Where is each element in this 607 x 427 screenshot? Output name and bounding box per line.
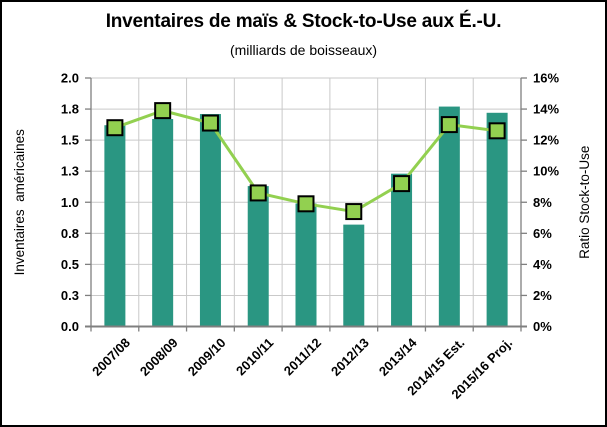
marker-2007/08 xyxy=(106,119,124,137)
bar-2013/14 xyxy=(391,173,413,327)
marker-2011/12 xyxy=(297,195,315,213)
bar-2009/10 xyxy=(199,114,221,327)
marker-2013/14 xyxy=(393,175,411,193)
right-tick-label-10%: 10% xyxy=(533,164,559,179)
x-label-2012/13: 2012/13 xyxy=(328,335,372,379)
bar-2011/12 xyxy=(295,203,317,327)
right-tick-label-0%: 0% xyxy=(533,319,552,334)
x-label-2009/10: 2009/10 xyxy=(185,335,229,379)
marker-2012/13 xyxy=(345,203,363,221)
bar-2010/11 xyxy=(247,186,269,327)
x-label-2010/11: 2010/11 xyxy=(233,335,276,378)
bar-2015/16 Proj. xyxy=(486,112,508,327)
right-tick-label-16%: 16% xyxy=(533,71,559,86)
marker-2008/09 xyxy=(154,102,172,120)
right-tick-label-14%: 14% xyxy=(533,102,559,117)
right-axis-title: Ratio Stock-to-Use xyxy=(577,146,592,259)
left-tick-label-0.0: 0.0 xyxy=(61,319,79,334)
marker-2014/15 Est. xyxy=(440,116,458,134)
bar-2012/13 xyxy=(343,224,365,327)
bar-2014/15 Est. xyxy=(438,106,460,327)
left-tick-label-1.5: 1.5 xyxy=(61,133,79,148)
left-tick-label-1.8: 1.8 xyxy=(61,102,79,117)
left-tick-label-2.0: 2.0 xyxy=(61,71,79,86)
left-tick-label-1.3: 1.3 xyxy=(61,164,79,179)
right-tick-label-4%: 4% xyxy=(533,257,552,272)
chart-subtitle: (milliards de boisseaux) xyxy=(229,42,378,58)
right-tick-label-6%: 6% xyxy=(533,226,552,241)
bar-2007/08 xyxy=(104,125,126,327)
x-label-2007/08: 2007/08 xyxy=(89,335,133,379)
marker-2015/16 Proj. xyxy=(488,122,506,140)
left-tick-label-0.3: 0.3 xyxy=(61,288,79,303)
marker-2009/10 xyxy=(201,114,219,132)
x-label-2013/14: 2013/14 xyxy=(376,334,420,378)
x-label-2011/12: 2011/12 xyxy=(281,335,324,378)
x-label-2008/09: 2008/09 xyxy=(137,335,181,379)
right-tick-label-8%: 8% xyxy=(533,195,552,210)
bar-2008/09 xyxy=(152,119,174,327)
right-tick-label-2%: 2% xyxy=(533,288,552,303)
right-tick-label-12%: 12% xyxy=(533,133,559,148)
left-tick-label-0.5: 0.5 xyxy=(61,257,79,272)
chart-title: Inventaires de maïs & Stock-to-Use aux É… xyxy=(105,11,502,32)
left-tick-label-0.8: 0.8 xyxy=(61,226,79,241)
marker-2010/11 xyxy=(249,184,267,202)
left-axis-title: Inventaires américaines xyxy=(12,129,27,276)
left-tick-label-1.0: 1.0 xyxy=(61,195,79,210)
